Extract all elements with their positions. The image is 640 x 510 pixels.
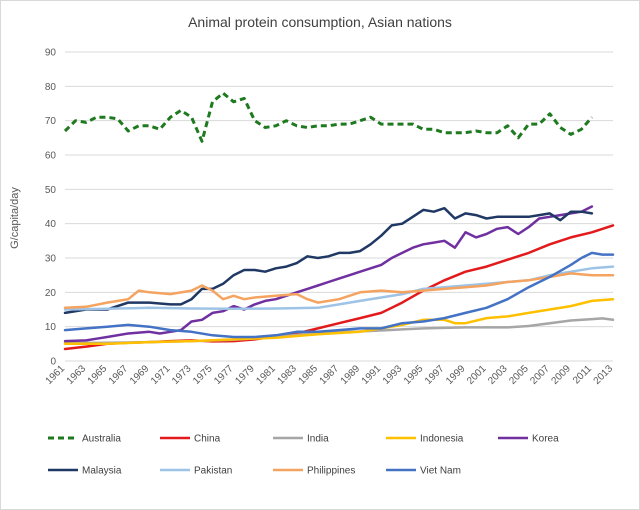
x-tick-label: 1969 — [128, 363, 152, 387]
legend: Australia China India Indonesia Korea Malaysi… — [48, 434, 559, 477]
x-tick-label: 1981 — [254, 363, 278, 387]
y-tick-label: 70 — [45, 116, 57, 127]
y-tick-label: 10 — [45, 322, 57, 333]
legend-label: India — [307, 434, 329, 445]
x-tick-label: 1975 — [191, 363, 215, 387]
x-tick-label: 1993 — [381, 363, 405, 387]
x-tick-label: 1989 — [339, 363, 363, 387]
x-tick-label: 1971 — [149, 363, 173, 387]
series-lines — [63, 91, 615, 351]
legend-label: Korea — [532, 434, 559, 445]
y-tick-label: 80 — [45, 82, 57, 93]
x-tick-label: 2013 — [592, 363, 616, 387]
series-line-viet-nam — [63, 251, 615, 339]
y-tick-label: 90 — [45, 48, 57, 59]
y-tick-labels: 0 10 20 30 40 50 60 70 80 90 — [45, 48, 57, 368]
y-tick-label: 30 — [45, 254, 57, 265]
x-tick-label: 2007 — [528, 363, 552, 387]
legend-label: China — [194, 434, 221, 445]
x-tick-label: 1995 — [402, 363, 426, 387]
x-tick-labels: 1961196319651967196919711973197519771979… — [44, 363, 616, 387]
x-tick-label: 1973 — [170, 363, 194, 387]
x-tick-label: 2005 — [507, 363, 531, 387]
gridlines — [65, 51, 613, 362]
x-tick-label: 1961 — [44, 363, 68, 387]
series-line-australia — [63, 91, 594, 143]
legend-label: Philippines — [307, 466, 355, 477]
x-tick-label: 1997 — [423, 363, 447, 387]
y-tick-label: 40 — [45, 219, 57, 230]
legend-label: Australia — [82, 434, 121, 445]
chart-title: Animal protein consumption, Asian nation… — [188, 14, 452, 30]
y-tick-label: 50 — [45, 185, 57, 196]
y-axis-title: G/capita/day — [9, 187, 21, 249]
y-tick-label: 60 — [45, 151, 57, 162]
series-line-korea — [63, 205, 594, 343]
x-tick-label: 2001 — [465, 363, 489, 387]
x-tick-label: 1979 — [233, 363, 257, 387]
x-tick-label: 1963 — [65, 363, 89, 387]
x-tick-label: 1991 — [360, 363, 384, 387]
legend-label: Pakistan — [194, 466, 232, 477]
x-tick-label: 2003 — [486, 363, 510, 387]
x-tick-label: 2009 — [549, 363, 573, 387]
x-tick-label: 1983 — [275, 363, 299, 387]
legend-label: Viet Nam — [420, 466, 461, 477]
y-tick-label: 0 — [50, 357, 56, 368]
x-tick-label: 1985 — [297, 363, 321, 387]
x-tick-label: 2011 — [571, 363, 594, 386]
x-tick-label: 1987 — [318, 363, 342, 387]
y-tick-label: 20 — [45, 288, 57, 299]
x-tick-label: 1967 — [107, 363, 131, 387]
series-line-indonesia — [63, 297, 615, 346]
series-line-philippines — [63, 272, 615, 310]
x-tick-label: 1977 — [212, 363, 236, 387]
legend-label: Indonesia — [420, 434, 464, 445]
x-tick-label: 1999 — [444, 363, 468, 387]
series-line-malaysia — [63, 206, 594, 315]
legend-label: Malaysia — [82, 466, 122, 477]
x-tick-label: 1965 — [86, 363, 110, 387]
